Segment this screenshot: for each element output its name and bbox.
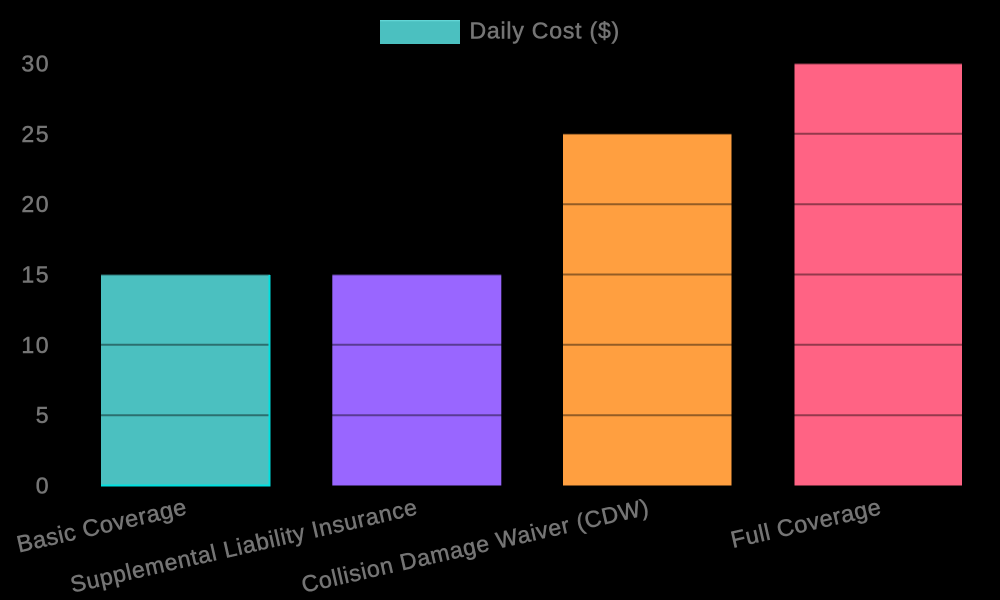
svg-text:Daily Cost ($): Daily Cost ($) xyxy=(470,17,621,43)
svg-text:10: 10 xyxy=(21,332,50,358)
svg-text:5: 5 xyxy=(36,402,50,428)
svg-text:25: 25 xyxy=(21,121,50,147)
svg-text:30: 30 xyxy=(21,51,50,77)
svg-text:0: 0 xyxy=(36,473,50,499)
svg-text:20: 20 xyxy=(21,191,50,217)
svg-text:15: 15 xyxy=(21,262,50,288)
